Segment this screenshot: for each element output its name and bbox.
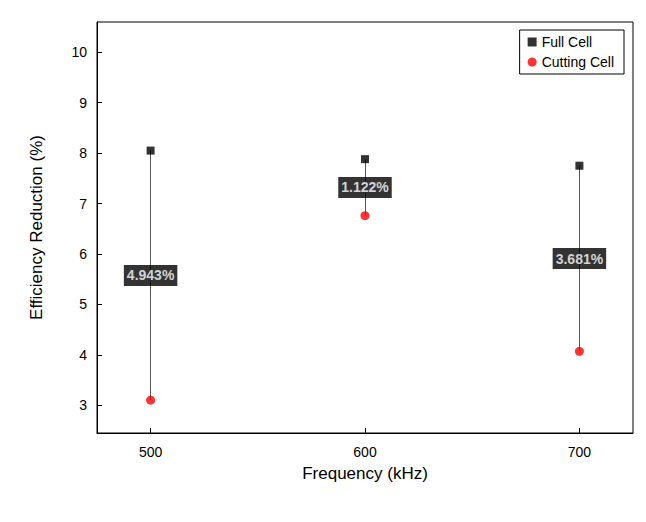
- svg-text:500: 500: [139, 444, 163, 460]
- svg-text:1.122%: 1.122%: [341, 179, 389, 195]
- svg-text:9: 9: [79, 95, 87, 111]
- svg-text:8: 8: [79, 145, 87, 161]
- svg-text:Efficiency Reduction (%): Efficiency Reduction (%): [27, 135, 46, 320]
- svg-text:5: 5: [79, 296, 87, 312]
- svg-text:Full Cell: Full Cell: [542, 34, 593, 50]
- svg-text:600: 600: [353, 444, 377, 460]
- svg-text:4.943%: 4.943%: [127, 267, 175, 283]
- svg-text:6: 6: [79, 246, 87, 262]
- svg-text:3.681%: 3.681%: [556, 251, 604, 267]
- svg-text:Cutting Cell: Cutting Cell: [542, 54, 614, 70]
- svg-text:Frequency (kHz): Frequency (kHz): [302, 464, 428, 483]
- svg-text:7: 7: [79, 196, 87, 212]
- svg-text:3: 3: [79, 397, 87, 413]
- svg-text:4: 4: [79, 347, 87, 363]
- svg-text:700: 700: [568, 444, 592, 460]
- svg-text:10: 10: [71, 44, 87, 60]
